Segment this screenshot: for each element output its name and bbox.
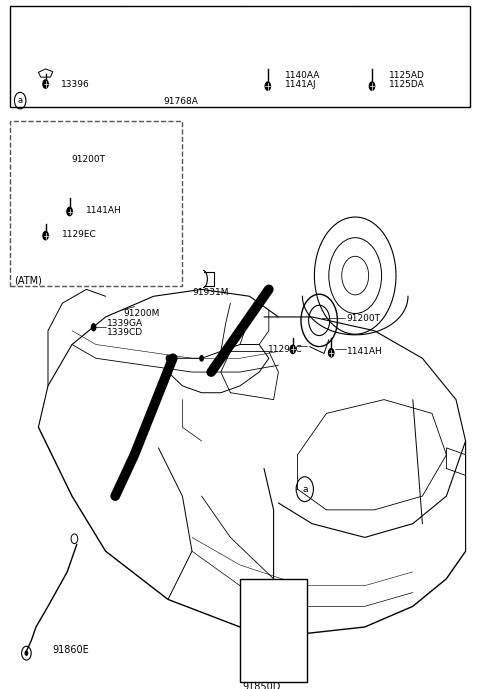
Text: 91768A: 91768A bbox=[163, 96, 198, 106]
Text: 1125AD: 1125AD bbox=[389, 70, 425, 80]
Text: 91200M: 91200M bbox=[124, 309, 160, 318]
Circle shape bbox=[42, 79, 49, 89]
Circle shape bbox=[328, 348, 335, 358]
Circle shape bbox=[42, 231, 49, 240]
Text: 1125DA: 1125DA bbox=[389, 80, 424, 90]
Text: (ATM): (ATM) bbox=[14, 276, 42, 286]
Circle shape bbox=[91, 323, 96, 331]
Text: 1141AH: 1141AH bbox=[86, 205, 122, 215]
Text: 13396: 13396 bbox=[61, 79, 90, 89]
Text: 91200T: 91200T bbox=[347, 313, 381, 323]
Text: 91850D: 91850D bbox=[242, 682, 281, 689]
Text: 1129EC: 1129EC bbox=[268, 344, 302, 354]
Circle shape bbox=[199, 355, 204, 362]
Circle shape bbox=[264, 81, 271, 91]
Text: 91860E: 91860E bbox=[53, 645, 90, 655]
Bar bbox=[10, 121, 182, 286]
Text: 91931M: 91931M bbox=[192, 288, 228, 298]
Text: a: a bbox=[302, 484, 308, 494]
Bar bbox=[240, 579, 307, 682]
Text: 1129EC: 1129EC bbox=[62, 229, 97, 239]
Text: 1141AJ: 1141AJ bbox=[285, 80, 316, 90]
Circle shape bbox=[289, 344, 296, 354]
Text: 91200T: 91200T bbox=[71, 155, 105, 165]
Text: 1339GA: 1339GA bbox=[107, 318, 143, 328]
Circle shape bbox=[166, 355, 170, 362]
Text: 1140AA: 1140AA bbox=[285, 70, 320, 80]
Circle shape bbox=[24, 650, 28, 656]
Circle shape bbox=[66, 207, 73, 216]
Circle shape bbox=[369, 81, 375, 91]
Bar bbox=[10, 6, 470, 107]
Text: a: a bbox=[18, 96, 23, 105]
Text: 1339CD: 1339CD bbox=[107, 327, 143, 337]
Text: 1141AH: 1141AH bbox=[347, 347, 382, 356]
